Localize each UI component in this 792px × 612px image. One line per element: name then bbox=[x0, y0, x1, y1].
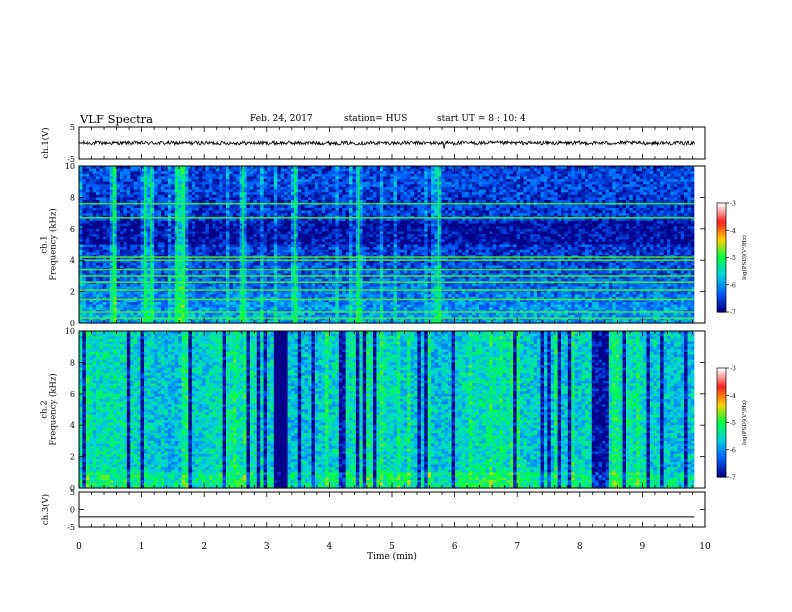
ch1-waveform-ytick-label: 5 bbox=[70, 123, 75, 132]
ch1-waveform-ylabel: ch.1(V) bbox=[40, 127, 51, 158]
ch1-waveform-ylabel-line: ch.1(V) bbox=[40, 127, 51, 158]
vlf-spectra-figure: VLF Spectra Feb. 24, 2017 station= HUS s… bbox=[0, 0, 792, 612]
ch1-waveform-trace bbox=[79, 141, 694, 149]
plot-canvas: 5-5ch.1(V)0246810ch.1 Frequency (kHz)-3-4… bbox=[0, 0, 792, 612]
